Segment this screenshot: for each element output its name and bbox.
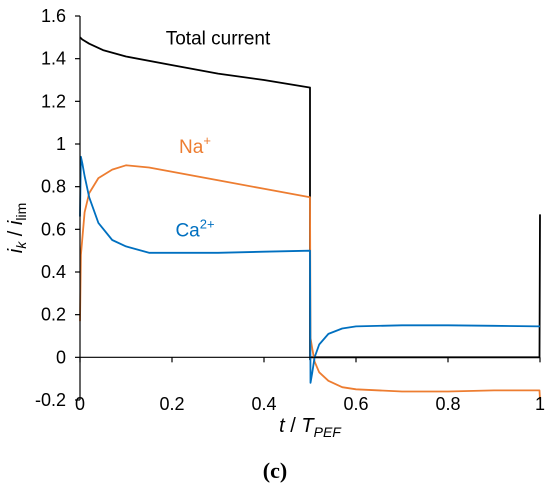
annotation-label-2: Ca2+	[175, 216, 214, 241]
x-tick-label: 0.6	[343, 394, 368, 414]
y-tick-label: -0.2	[35, 390, 66, 410]
annotation-label-1: Na+	[179, 133, 211, 158]
y-tick-label: 1.6	[41, 6, 66, 26]
x-axis-title: t / TPEF	[279, 415, 342, 440]
y-tick-label: 0.6	[41, 219, 66, 239]
x-tick-label: 0.8	[435, 394, 460, 414]
series-layer	[79, 36, 541, 401]
annotation-label-0: Total current	[166, 28, 271, 49]
y-tick-label: 0.4	[41, 262, 66, 282]
axes-layer	[75, 15, 541, 401]
y-tick-label: 1.2	[41, 91, 66, 111]
x-tick-label: 0	[75, 394, 85, 414]
x-tick-label: 0.4	[251, 394, 276, 414]
x-tick-label: 0.2	[159, 394, 184, 414]
y-tick-label: 0	[56, 347, 66, 367]
y-tick-label: 0.2	[41, 305, 66, 325]
annotations: Total current Na+ Ca2+	[166, 28, 271, 241]
series-line-2	[79, 155, 541, 384]
panel-label: (c)	[263, 458, 287, 483]
y-axis-title: ik / ilim	[5, 203, 29, 253]
tick-labels: -0.2 0 0.2 0.4 0.6 0.8 1 1.2 1.4 1.6 0 0.2 0.4 0.6 0.8…	[35, 6, 545, 414]
y-tick-label: 1	[56, 134, 66, 154]
y-tick-label: 1.4	[41, 49, 66, 69]
y-tick-label: 0.8	[41, 177, 66, 197]
x-tick-label: 1	[535, 394, 545, 414]
